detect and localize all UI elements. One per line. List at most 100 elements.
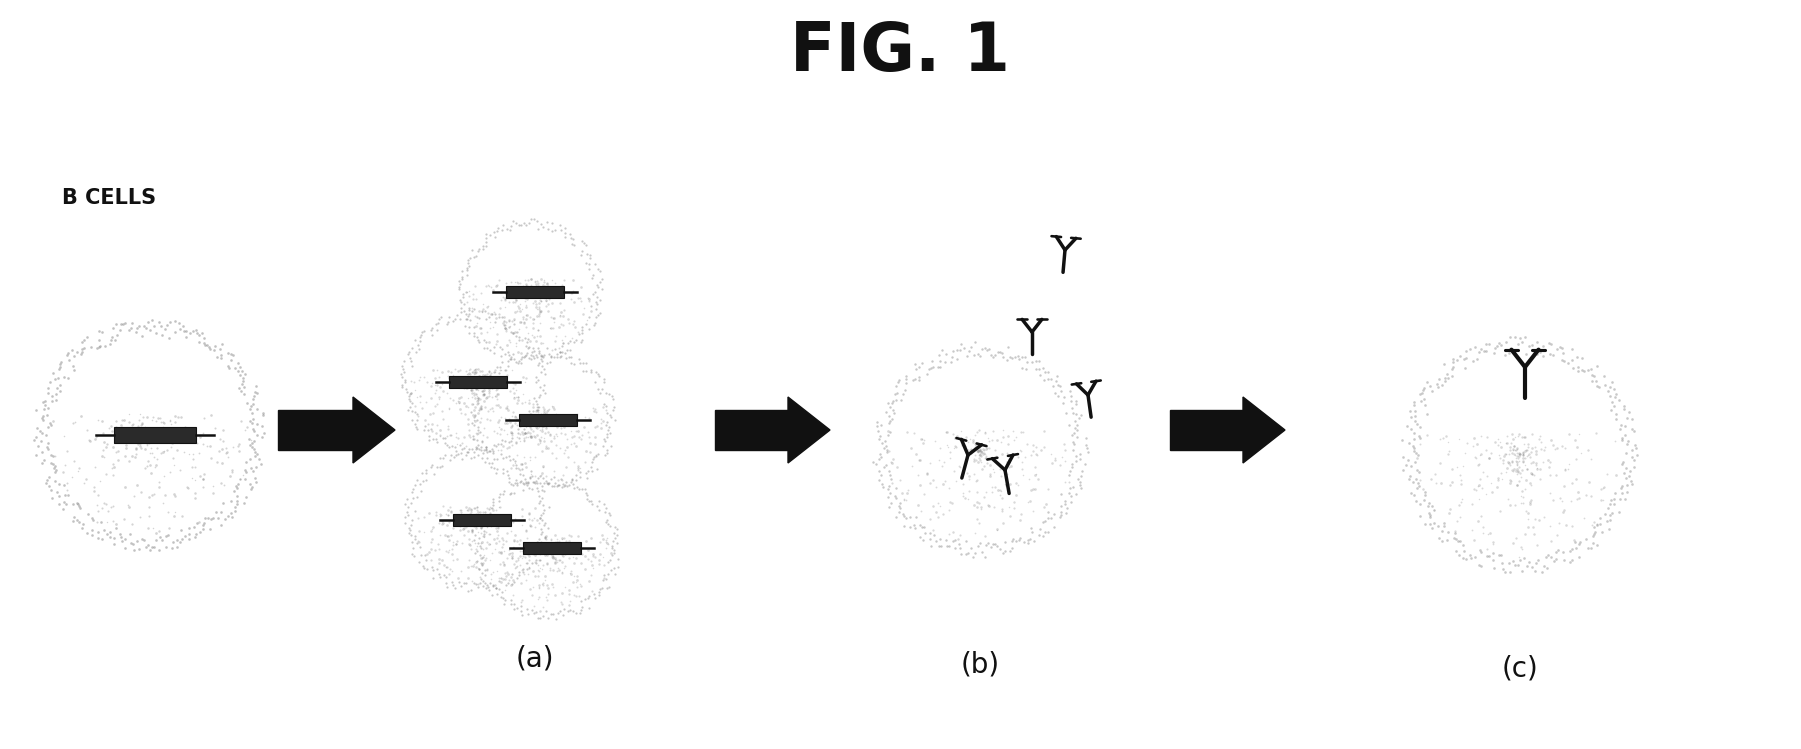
Point — [956, 447, 985, 459]
Point — [99, 440, 128, 452]
Point — [447, 364, 475, 376]
Point — [112, 481, 140, 493]
Point — [940, 534, 969, 546]
Point — [515, 421, 544, 433]
Point — [225, 437, 254, 449]
Point — [474, 327, 502, 339]
Point — [72, 473, 101, 485]
Point — [1486, 441, 1515, 453]
Point — [537, 564, 566, 576]
Point — [965, 449, 994, 461]
Point — [529, 519, 558, 531]
Point — [960, 468, 989, 480]
Point — [445, 281, 474, 293]
Point — [472, 452, 501, 464]
Point — [479, 347, 508, 359]
Point — [522, 287, 551, 299]
Point — [1597, 404, 1626, 416]
Point — [184, 329, 213, 341]
Point — [506, 219, 535, 231]
Point — [95, 526, 124, 538]
Point — [432, 387, 461, 399]
Point — [1012, 363, 1041, 375]
Point — [1466, 430, 1495, 442]
Point — [171, 325, 200, 337]
Point — [484, 495, 513, 507]
Point — [189, 412, 218, 424]
Point — [427, 460, 456, 472]
Point — [1617, 478, 1646, 490]
Point — [1554, 357, 1583, 369]
Point — [461, 363, 490, 375]
Point — [74, 508, 103, 520]
Point — [479, 578, 508, 590]
Point — [103, 318, 131, 330]
Point — [117, 425, 146, 437]
Point — [1588, 482, 1617, 494]
Point — [77, 529, 106, 541]
Point — [567, 334, 596, 346]
Point — [454, 561, 483, 573]
Point — [585, 387, 614, 399]
Point — [1464, 559, 1493, 571]
Point — [499, 392, 528, 404]
Point — [989, 547, 1018, 559]
Point — [468, 429, 497, 441]
Point — [504, 391, 533, 403]
Point — [400, 400, 429, 412]
Point — [542, 556, 571, 568]
Point — [447, 391, 475, 403]
Point — [142, 425, 171, 437]
Point — [434, 365, 463, 377]
Point — [474, 366, 502, 378]
Point — [531, 386, 560, 398]
Point — [566, 471, 594, 483]
Point — [445, 439, 474, 451]
Point — [499, 589, 528, 601]
Point — [875, 415, 904, 427]
Point — [557, 332, 585, 344]
Point — [495, 223, 524, 235]
Point — [140, 415, 169, 427]
Point — [236, 478, 265, 490]
Point — [468, 530, 497, 542]
Point — [465, 513, 493, 525]
Point — [929, 509, 958, 521]
Point — [396, 529, 425, 541]
Point — [241, 476, 270, 488]
Point — [1066, 476, 1095, 488]
Point — [524, 222, 553, 234]
Point — [83, 430, 112, 442]
Point — [557, 425, 585, 437]
Point — [1527, 565, 1556, 577]
Point — [240, 473, 268, 485]
Point — [67, 346, 95, 358]
Point — [1412, 407, 1441, 419]
Point — [475, 311, 504, 323]
Point — [510, 551, 538, 562]
Point — [1063, 419, 1091, 431]
Point — [513, 563, 542, 575]
Point — [470, 568, 499, 580]
Point — [92, 528, 121, 540]
Point — [481, 366, 510, 378]
Point — [1507, 336, 1536, 348]
Point — [130, 320, 158, 332]
Point — [1471, 338, 1500, 350]
Point — [492, 401, 520, 413]
Point — [571, 445, 600, 457]
Point — [481, 543, 510, 555]
Point — [1005, 444, 1034, 456]
Point — [1547, 354, 1576, 366]
Point — [461, 401, 490, 413]
Point — [396, 486, 425, 498]
Point — [445, 283, 474, 295]
Point — [1025, 369, 1054, 380]
Point — [551, 548, 580, 560]
Point — [501, 377, 529, 389]
Point — [209, 435, 238, 447]
Point — [450, 529, 479, 541]
Point — [557, 565, 585, 577]
Point — [974, 343, 1003, 355]
Point — [890, 520, 919, 532]
